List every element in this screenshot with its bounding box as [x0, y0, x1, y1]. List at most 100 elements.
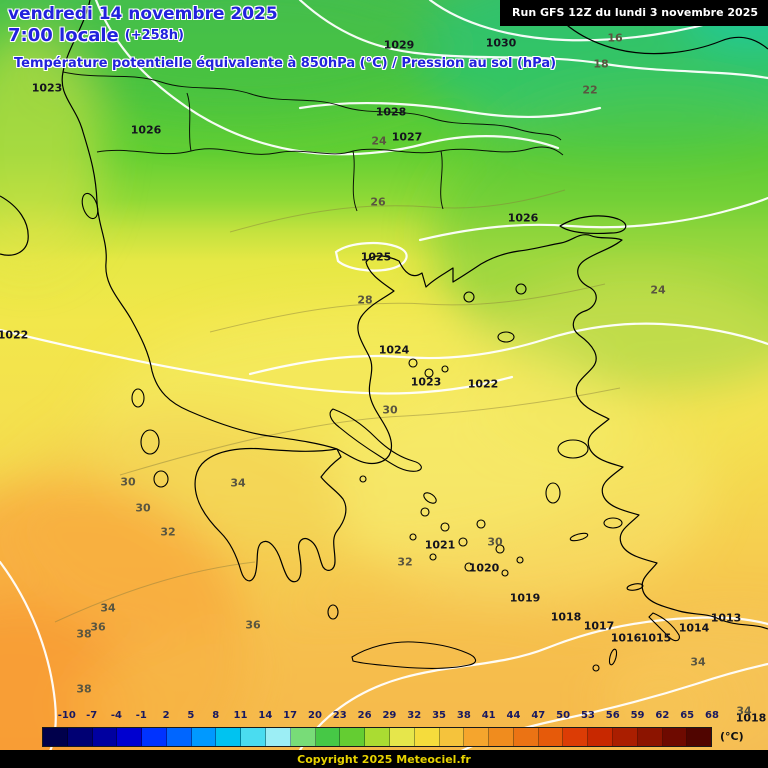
scale-cell	[290, 728, 316, 746]
pressure-label: 1015	[640, 631, 672, 645]
color-scale: -10 -7 -4 -1 2 5 8 11 14 17 20 23 26 29 32 35 38 41 44 47 50…	[42, 710, 744, 747]
scale-tick: 50	[556, 710, 571, 721]
temperature-label: 34	[690, 655, 706, 669]
pressure-label: 1022	[467, 377, 499, 391]
scale-tick: 47	[531, 710, 546, 721]
pressure-label: 1014	[678, 621, 710, 635]
scale-tick: 44	[506, 710, 521, 721]
pressure-label: 1028	[375, 105, 407, 119]
temperature-label: 26	[370, 195, 386, 209]
pressure-label: 1019	[509, 591, 541, 605]
scale-tick: 53	[580, 710, 595, 721]
scale-tick: 32	[407, 710, 422, 721]
scale-cell	[166, 728, 192, 746]
scale-tick: 5	[187, 710, 195, 721]
forecast-offset: (+258h)	[124, 28, 184, 44]
pressure-label: 1020	[468, 561, 500, 575]
theta-e-contours	[54, 189, 621, 623]
scale-cell	[340, 728, 366, 746]
scale-unit: (°C)	[720, 730, 744, 743]
temperature-label: 32	[397, 555, 413, 569]
scale-tick: 23	[332, 710, 347, 721]
pressure-label: 1021	[424, 538, 456, 552]
scale-tick: 59	[630, 710, 645, 721]
pressure-label: 1018	[550, 610, 582, 624]
forecast-time: 7:00 locale	[8, 25, 119, 47]
pressure-label: 1029	[383, 38, 415, 52]
map-header: vendredi 14 novembre 2025 7:00 locale (+2…	[8, 4, 556, 71]
temperature-label: 24	[371, 134, 387, 148]
temperature-label: 34	[230, 476, 246, 490]
pressure-label: 1023	[410, 375, 442, 389]
pressure-label: 1030	[485, 36, 517, 50]
scale-tick: 41	[481, 710, 496, 721]
scale-tick: 20	[307, 710, 322, 721]
scale-tick: 8	[212, 710, 220, 721]
pressure-label: 1027	[391, 130, 423, 144]
pressure-label: 1016	[610, 631, 642, 645]
temperature-label: 24	[650, 283, 666, 297]
scale-cell	[439, 728, 465, 746]
scale-cell	[117, 728, 143, 746]
scale-cell	[216, 728, 242, 746]
copyright-text: Copyright 2025 Meteociel.fr	[297, 752, 471, 766]
scale-cell	[563, 728, 589, 746]
scale-cell	[365, 728, 390, 746]
scale-cell	[67, 728, 93, 746]
scale-color-bar	[42, 727, 712, 747]
scale-tick: 38	[456, 710, 471, 721]
pressure-label: 1013	[710, 611, 742, 625]
temperature-label: 36	[90, 620, 106, 634]
scale-tick: 26	[357, 710, 372, 721]
scale-cell	[414, 728, 440, 746]
scale-tick: 65	[680, 710, 695, 721]
scale-cell	[662, 728, 688, 746]
pressure-label: 1026	[507, 211, 539, 225]
scale-cell	[315, 728, 341, 746]
scale-cell	[92, 728, 118, 746]
scale-tick: 17	[283, 710, 298, 721]
temperature-label: 30	[487, 535, 503, 549]
scale-tick: 62	[655, 710, 670, 721]
scale-tick: 29	[382, 710, 397, 721]
forecast-date: vendredi 14 novembre 2025	[8, 4, 278, 24]
scale-cell	[637, 728, 663, 746]
scale-tick: 56	[605, 710, 620, 721]
temperature-label: 30	[120, 475, 136, 489]
map-title: Température potentielle équivalente à 85…	[14, 55, 557, 71]
country-borders	[62, 71, 564, 212]
scale-cell	[142, 728, 167, 746]
temperature-label: 38	[76, 682, 92, 696]
scale-cell	[513, 728, 539, 746]
scale-cell	[538, 728, 564, 746]
temperature-label: 22	[582, 83, 598, 97]
coastlines	[0, 0, 768, 629]
scale-cell	[489, 728, 514, 746]
scale-tick: -4	[110, 710, 122, 721]
scale-tick: 68	[705, 710, 719, 721]
scale-cell	[588, 728, 613, 746]
scale-tick: -10	[57, 710, 76, 721]
temperature-label: 16	[607, 31, 623, 45]
scale-tick: -7	[86, 710, 98, 721]
scale-cell	[612, 728, 638, 746]
temperature-label: 32	[160, 525, 176, 539]
temperature-label: 36	[245, 618, 261, 632]
scale-tick: 35	[432, 710, 446, 721]
temperature-label: 30	[382, 403, 398, 417]
scale-cell	[389, 728, 415, 746]
run-info-box: Run GFS 12Z du lundi 3 novembre 2025	[500, 0, 768, 26]
scale-cell	[191, 728, 217, 746]
footer-bar: Copyright 2025 Meteociel.fr	[0, 750, 768, 768]
pressure-label: 1024	[378, 343, 410, 357]
scale-tick: 2	[162, 710, 170, 721]
scale-cell	[687, 728, 712, 746]
scale-cell	[43, 728, 68, 746]
pressure-label: 1023	[31, 81, 63, 95]
pressure-label: 1017	[583, 619, 615, 633]
pressure-label: 1018	[735, 711, 767, 725]
scale-cell	[464, 728, 490, 746]
pressure-label: 1025	[360, 250, 392, 264]
